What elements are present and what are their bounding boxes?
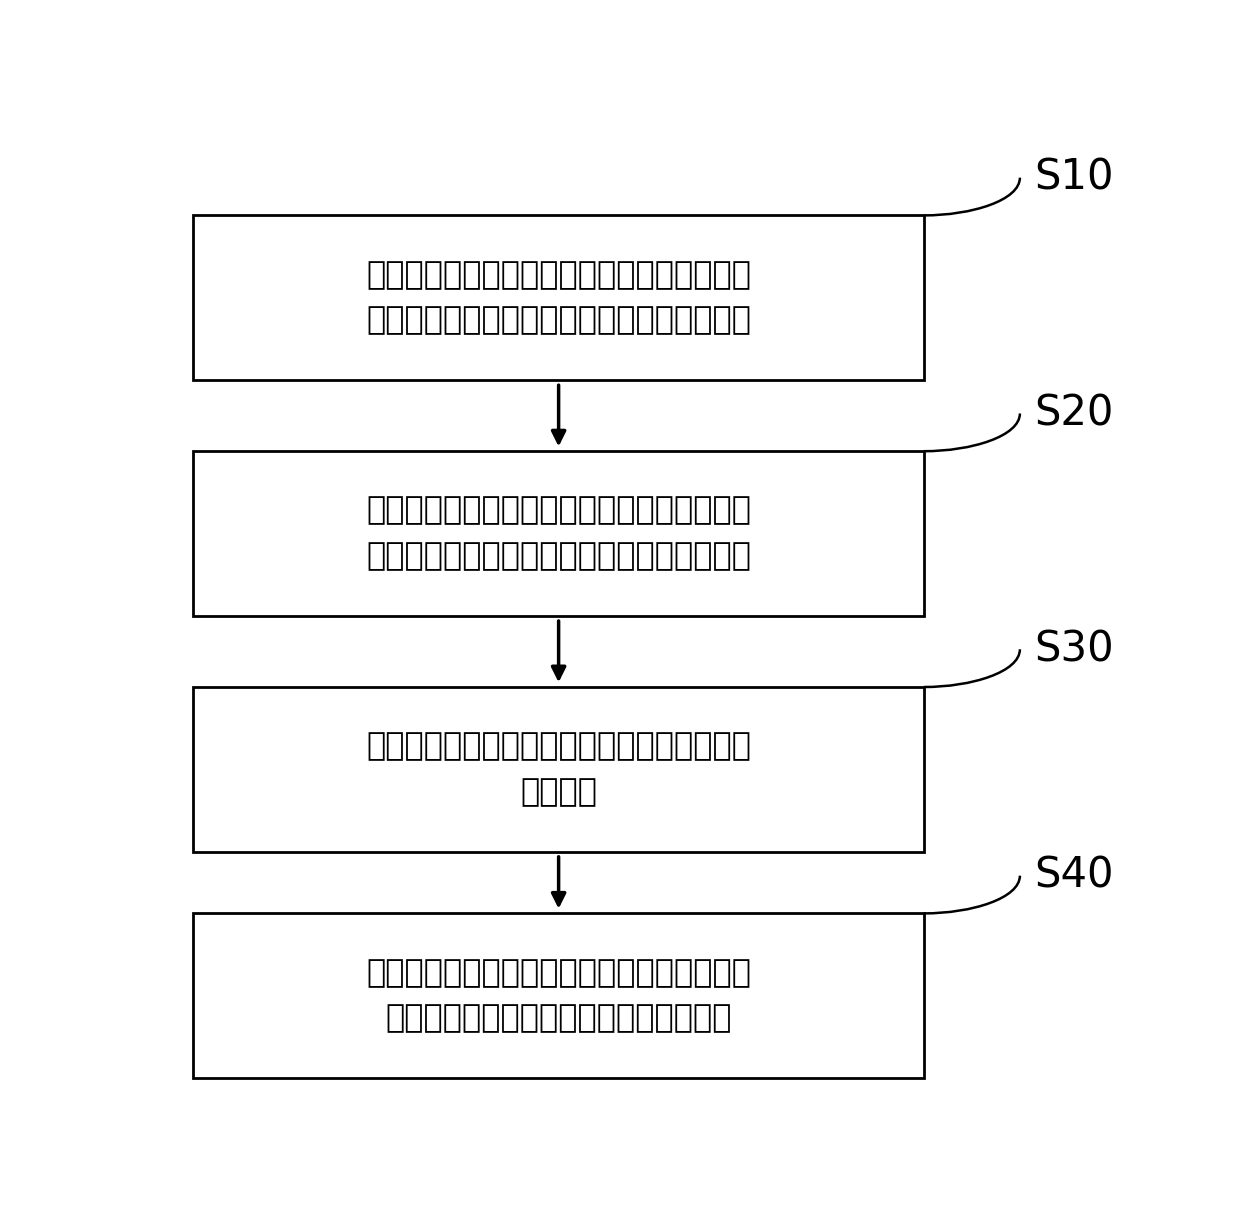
Text: S40: S40 [1034, 855, 1114, 897]
Text: S20: S20 [1034, 392, 1114, 435]
FancyBboxPatch shape [193, 451, 924, 616]
FancyBboxPatch shape [193, 687, 924, 853]
Text: 接收智能终端识别二维码的识别操作指令，根: 接收智能终端识别二维码的识别操作指令，根 [366, 496, 751, 527]
FancyBboxPatch shape [193, 216, 924, 381]
Text: 码以预设方式发送至智能终端或电子接收地址: 码以预设方式发送至智能终端或电子接收地址 [366, 305, 751, 336]
Text: 车牌号码: 车牌号码 [520, 777, 598, 807]
Text: 接收用户在所述停车费优惠操作界面上输入的: 接收用户在所述停车费优惠操作界面上输入的 [366, 731, 751, 762]
Text: 据所述识别操作指令显示停车费优惠操作界面: 据所述识别操作指令显示停车费优惠操作界面 [366, 541, 751, 572]
Text: S30: S30 [1034, 628, 1114, 670]
Text: 根据所述停车费优惠信息及用户在所述操作界: 根据所述停车费优惠信息及用户在所述操作界 [366, 958, 751, 989]
Text: 根据停车费优惠信息生成二维码，将所述二维: 根据停车费优惠信息生成二维码，将所述二维 [366, 260, 751, 290]
Text: S10: S10 [1034, 157, 1114, 198]
Text: 面上输入的车牌号码进行停车费优惠操作: 面上输入的车牌号码进行停车费优惠操作 [386, 1003, 732, 1034]
FancyBboxPatch shape [193, 914, 924, 1078]
